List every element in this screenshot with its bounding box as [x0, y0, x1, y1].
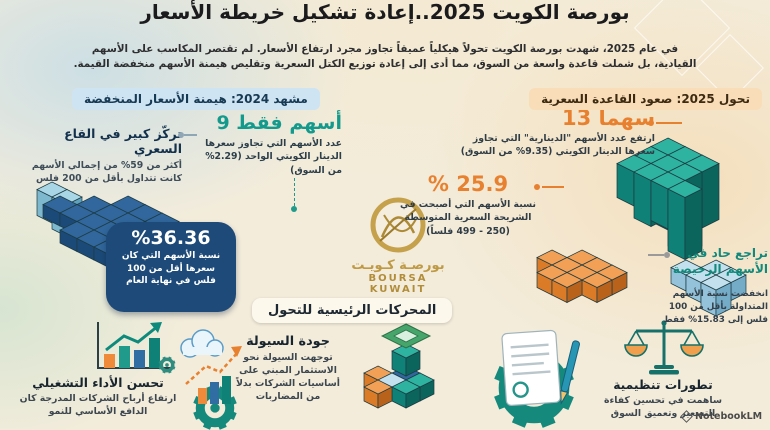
boursa-kuwait-logo: بورصـة كـويـت BOURSA KUWAIT: [338, 194, 458, 295]
section-header-2024: مشهد 2024: هيمنة الأسعار المنخفضة: [72, 88, 320, 110]
drivers-header: المحركات الرئيسية للتحول: [252, 298, 453, 323]
attribution: NotebookLM: [680, 410, 763, 423]
connector-dot: [534, 184, 540, 190]
driver-desc: ساهمت في تحسين كفاءة التسعير وتعميق السو…: [604, 395, 722, 420]
driver-desc: ارتفاع أرباح الشركات المدرجة كان الدافع …: [19, 393, 177, 418]
page-subtitle: في عام 2025، شهدت بورصة الكويت تحولاً هي…: [73, 43, 697, 71]
pen-icon: [560, 340, 580, 405]
cloud-growth-icon: [180, 329, 242, 404]
driver-title: جودة السيولة: [246, 334, 330, 349]
driver-desc: توجهت السيولة نحو الاستثمار المبني على أ…: [235, 352, 340, 403]
driver-title: تحسن الأداء التشغيلي: [32, 376, 164, 390]
connector-dot: [664, 252, 670, 258]
stat-desc: ارتفع عدد الأسهم "الدينارية" التي تجاوز …: [460, 133, 655, 158]
connector-line: [542, 186, 564, 188]
connector-dot: [648, 120, 654, 126]
driver-liquidity: جودة السيولة توجهت السيولة نحو الاستثمار…: [232, 334, 344, 403]
connector-dot: [291, 206, 297, 212]
stat-under-100-fils: %36.36 نسبة الأسهم التي كان سعرها أقل من…: [106, 222, 236, 312]
connector-line: [656, 122, 682, 124]
stat-desc: عدد الأسهم التي تجاوز سعرها الدينار الكو…: [205, 138, 342, 176]
connector-dot: [178, 132, 184, 138]
stat-value: 9 أسهم فقط: [216, 112, 342, 134]
stat-cheap-stocks-decline-title: تراجع حاد في الأسهم الرخيصة: [672, 246, 768, 276]
stat-mid-tier-share: % 25.9 نسبة الأسهم التي أصبحت في الشريحة…: [398, 172, 538, 238]
boursa-kuwait-emblem-icon: [370, 197, 426, 253]
stat-low-price-concentration: تركّز كبير في القاع السعري أكثر من 59% م…: [14, 126, 182, 186]
teal-orange-bars-graphic: [536, 137, 747, 317]
stat-value: 13 سهماً: [561, 106, 655, 130]
document-pen-icon: [501, 329, 580, 406]
stat-nine-stocks: 9 أسهم فقط عدد الأسهم التي تجاوز سعرها ا…: [192, 112, 342, 177]
connector-dashed-line: [294, 178, 295, 206]
stat-desc: نسبة الأسهم التي كان سعرها أقل من 100 فل…: [121, 251, 221, 287]
stat-desc: أكثر من 59% من إجمالي الأسهم كانت تتداول…: [31, 160, 182, 185]
connector-line: [648, 254, 664, 256]
logo-latin-text: BOURSA KUWAIT: [368, 273, 428, 295]
driver-regulatory: تطورات تنظيمية ساهمت في تحسين كفاءة التس…: [596, 378, 730, 420]
driver-operational: تحسن الأداء التشغيلي ارتفاع أرباح الشركا…: [18, 376, 178, 418]
stat-title: تركّز كبير في القاع السعري: [64, 126, 182, 156]
stat-cheap-stocks-decline-desc: انخفضت نسبة الأسهم المتداولة بأقل من 100…: [663, 289, 768, 325]
stat-value: %36.36: [131, 227, 211, 249]
connector-line: [184, 134, 197, 136]
notebooklm-icon: [680, 410, 693, 423]
bar-chart-growth-icon: [97, 322, 176, 374]
section-header-2025: تحول 2025: صعود القاعدة السعرية: [529, 88, 762, 110]
stat-value: % 25.9: [427, 172, 509, 196]
driver-title: تطورات تنظيمية: [613, 378, 713, 392]
stat-dinar-stocks: 13 سهماً ارتفع عدد الأسهم "الدينارية" ال…: [440, 106, 655, 159]
logo-arabic-text: بورصـة كـويـت: [351, 258, 445, 273]
stat-desc: نسبة الأسهم التي أصبحت في الشريحة السعري…: [400, 199, 536, 237]
money-stack-graphic: [363, 323, 435, 409]
page-title: بورصة الكويت 2025..إعادة تشكيل خريطة الأ…: [140, 0, 630, 24]
attribution-text: NotebookLM: [695, 411, 763, 422]
scales-icon: [624, 320, 704, 375]
